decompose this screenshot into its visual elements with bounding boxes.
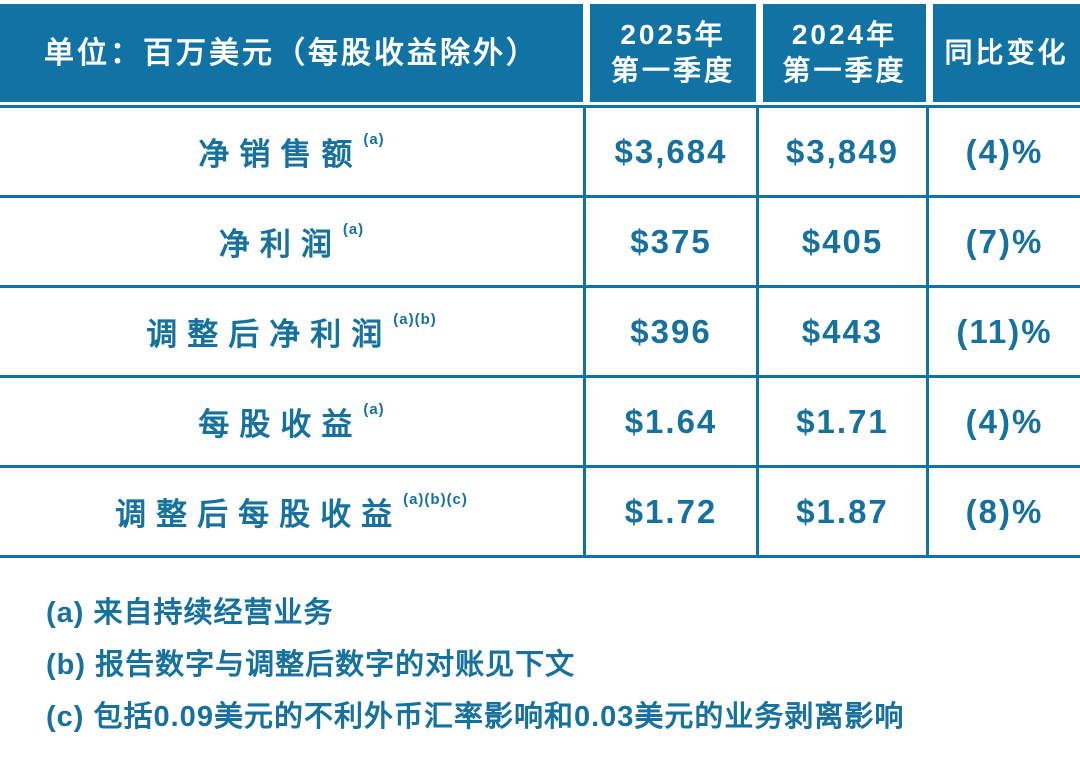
header-unit-label: 单位：百万美元（每股收益除外） (0, 4, 583, 102)
footnotes-section: (a) 来自持续经营业务 (b) 报告数字与调整后数字的对账见下文 (c) 包括… (46, 584, 1080, 740)
unit-label-text: 单位：百万美元（每股收益除外） (44, 36, 539, 70)
row-label-cell: 调整后每股收益 (a)(b)(c) (0, 468, 583, 555)
value-change: (4)% (926, 378, 1080, 465)
row-label: 净利润 (218, 227, 342, 262)
value-2024: $3,849 (756, 108, 926, 195)
table-row-net-income: 净利润 (a) $375 $405 (7)% (0, 198, 1080, 288)
value-2024: $405 (756, 198, 926, 285)
table-body: 净销售额 (a) $3,684 $3,849 (4)% 净利润 (a) $375… (0, 105, 1080, 558)
row-label-cell: 每股收益 (a) (0, 378, 583, 465)
table-row-eps: 每股收益 (a) $1.64 $1.71 (4)% (0, 378, 1080, 468)
value-2025: $3,684 (583, 108, 756, 195)
row-label: 调整后每股收益 (115, 497, 403, 532)
footnote-c: (c) 包括0.09美元的不利外币汇率影响和0.03美元的业务剥离影响 (46, 701, 905, 733)
footnote-a: (a) 来自持续经营业务 (46, 597, 334, 629)
value-change: (4)% (926, 108, 1080, 195)
header-change-text: 同比变化 (944, 36, 1069, 68)
row-label: 净销售额 (198, 137, 363, 172)
header-2024-line1: 2024年 (791, 18, 898, 50)
footnote-marker: (a) (342, 221, 365, 238)
value-change: (8)% (926, 468, 1080, 555)
footnote-marker: (a)(b)(c) (403, 491, 468, 508)
value-2024: $443 (756, 288, 926, 375)
row-label: 调整后净利润 (146, 317, 393, 352)
value-2025: $1.72 (583, 468, 756, 555)
row-label-cell: 净利润 (a) (0, 198, 583, 285)
footnote-marker: (a) (363, 401, 385, 418)
row-label: 每股收益 (198, 407, 363, 442)
value-2024: $1.87 (756, 468, 926, 555)
header-2025-line1: 2025年 (620, 18, 726, 50)
value-2025: $1.64 (583, 378, 756, 465)
footnote-marker: (a)(b) (393, 311, 437, 328)
row-label-cell: 调整后净利润 (a)(b) (0, 288, 583, 375)
value-2025: $396 (583, 288, 756, 375)
value-2025: $375 (583, 198, 756, 285)
value-change: (7)% (926, 198, 1080, 285)
table-row-adjusted-eps: 调整后每股收益 (a)(b)(c) $1.72 $1.87 (8)% (0, 468, 1080, 555)
value-2024: $1.71 (756, 378, 926, 465)
header-2024-line2: 第一季度 (782, 55, 907, 86)
table-row-adjusted-net-income: 调整后净利润 (a)(b) $396 $443 (11)% (0, 288, 1080, 378)
table-header-row: 单位：百万美元（每股收益除外） 2025年 第一季度 2024年 第一季度 同比… (0, 4, 1080, 102)
header-2025-line2: 第一季度 (610, 55, 735, 86)
header-col-2025-q1: 2025年 第一季度 (583, 4, 756, 102)
row-label-cell: 净销售额 (a) (0, 108, 583, 195)
header-col-yoy-change: 同比变化 (926, 4, 1080, 102)
table-row-net-sales: 净销售额 (a) $3,684 $3,849 (4)% (0, 108, 1080, 198)
header-col-2024-q1: 2024年 第一季度 (756, 4, 926, 102)
footnote-b: (b) 报告数字与调整后数字的对账见下文 (46, 649, 576, 681)
footnote-marker: (a) (363, 131, 385, 148)
value-change: (11)% (926, 288, 1080, 375)
